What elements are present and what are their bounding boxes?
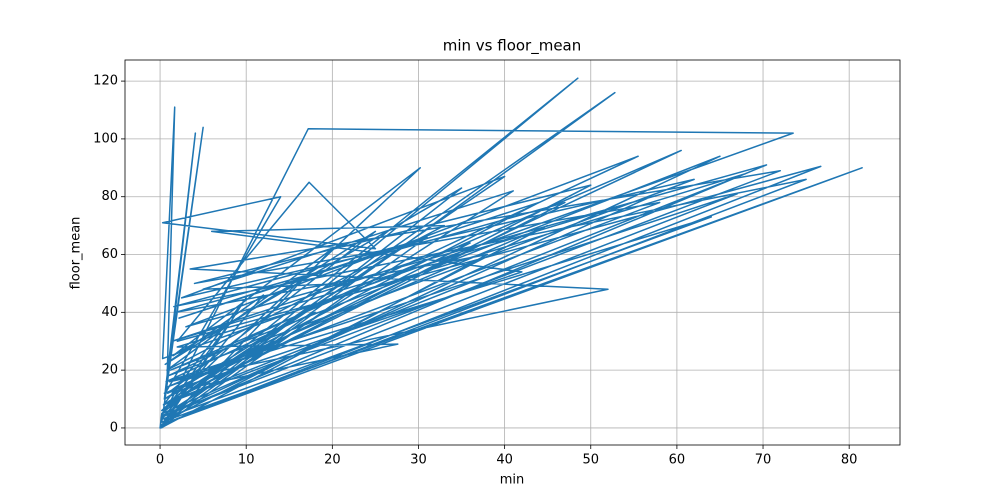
x-tick-label: 20 xyxy=(324,453,341,468)
y-tick-label: 60 xyxy=(101,247,118,262)
x-tick-label: 60 xyxy=(669,453,686,468)
chart-title: min vs floor_mean xyxy=(443,37,582,56)
x-tick-label: 30 xyxy=(410,453,427,468)
x-tick-label: 40 xyxy=(496,453,513,468)
plot-frame xyxy=(124,59,901,446)
data-line xyxy=(159,77,863,429)
x-tick-label: 10 xyxy=(238,453,255,468)
x-tick-label: 80 xyxy=(841,453,858,468)
x-tick-label: 50 xyxy=(582,453,599,468)
x-tick-label: 70 xyxy=(755,453,772,468)
y-tick-label: 0 xyxy=(110,420,118,435)
y-tick-label: 80 xyxy=(101,189,118,204)
x-axis-label: min xyxy=(500,473,525,488)
x-tick-label: 0 xyxy=(156,453,164,468)
y-tick-label: 120 xyxy=(93,74,118,89)
y-axis-label: floor_mean xyxy=(69,217,84,290)
y-tick-label: 40 xyxy=(101,305,118,320)
y-tick-label: 20 xyxy=(101,363,118,378)
y-tick-label: 100 xyxy=(93,131,118,146)
